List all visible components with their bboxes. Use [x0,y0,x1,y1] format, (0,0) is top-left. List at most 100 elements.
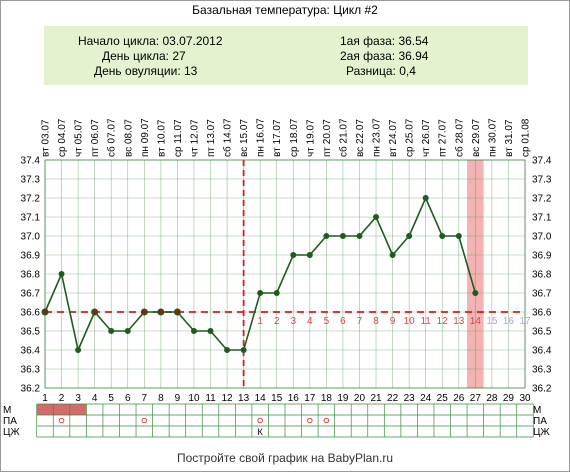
bottom-row-label-right: ПА [533,416,547,427]
cycle-summary-panel: Начало цикла: 03.07.2012 День цикла: 27 … [44,26,528,85]
luteal-day-label: 6 [340,316,346,327]
date-label: пн 23.07 [372,118,383,157]
date-value: 05.07 [74,119,85,147]
y-tick-label-right: 36.2 [532,384,552,395]
temperature-point [257,290,264,296]
y-tick-label-left: 37.0 [21,232,41,243]
temperature-point [290,252,297,258]
luteal-day-label: 7 [357,316,363,327]
temperature-point [58,271,65,277]
summary-value: 0,4 [399,64,416,78]
date-value: 20.07 [322,119,333,147]
weekday-label: вт [504,147,515,157]
y-tick-label-left: 36.7 [21,289,41,300]
date-label: чт 05.07 [74,119,85,157]
date-label: вс 15.07 [239,119,250,157]
date-label: вс 08.07 [123,119,134,157]
date-value: 26.07 [421,119,432,147]
y-tick-label-right: 37.3 [532,175,552,186]
temperature-point [422,195,429,201]
date-label: вт 31.07 [504,119,515,157]
temperature-point [240,347,247,353]
date-value: 06.07 [90,119,101,147]
y-tick-label-left: 36.3 [21,365,41,376]
y-tick-label-right: 36.5 [532,327,552,338]
summary-cycle-day: День цикла: 27 [102,49,186,63]
temperature-point [224,347,231,353]
pa-marker [323,417,330,424]
date-value: 10.07 [156,119,167,147]
weekday-label: вт [388,147,399,157]
weekday-label: чт [189,147,200,157]
y-tick-label-right: 36.3 [532,365,552,376]
date-value: 14.07 [223,118,234,146]
date-value: 01.08 [521,118,532,146]
date-label: пн 16.07 [256,118,267,157]
date-value: 12.07 [189,119,200,147]
x-tick-label: 4 [92,393,98,404]
x-tick-label: 26 [453,393,465,404]
y-tick-label-right: 36.9 [532,251,552,262]
date-value: 24.07 [388,119,399,147]
weekday-label: сб [222,146,234,157]
menstruation-cell [36,404,54,415]
weekday-label: чт [74,147,85,157]
luteal-day-label: 3 [290,316,296,327]
y-tick-label-left: 37.3 [21,175,41,186]
footer-link-text[interactable]: Постройте свой график на BabyPlan.ru [176,451,394,465]
x-tick-label: 6 [125,393,131,404]
x-tick-label: 22 [387,393,399,404]
summary-value: 03.07.2012 [162,34,223,48]
summary-label: День цикла: [102,49,169,63]
weekday-label: чт [305,147,316,157]
weekday-label: сб [106,146,118,157]
x-tick-label: 14 [255,393,267,404]
menstruation-cell [53,404,70,415]
weekday-label: вт [41,147,52,157]
x-tick-label: 21 [370,393,382,404]
summary-value: 36.54 [398,34,429,48]
y-tick-label-left: 37.1 [21,213,41,224]
y-tick-label-right: 37.4 [532,156,552,167]
date-label: сб 28.07 [453,118,465,157]
bottom-row-label-left: ЦЖ [3,427,20,438]
y-tick-label-right: 36.4 [532,346,552,357]
summary-value: 27 [172,49,186,63]
x-tick-label: 23 [404,393,416,404]
weekday-label: ср [521,146,532,157]
luteal-day-label: 17 [519,316,531,327]
temperature-point [455,233,462,239]
weekday-label: вс [239,147,250,157]
temperature-point [323,233,330,239]
date-label: ср 18.07 [289,118,300,157]
summary-difference: Разница: 0,4 [346,64,416,78]
y-tick-label-left: 37.4 [21,156,41,167]
x-tick-label: 2 [59,393,65,404]
date-label: вт 24.07 [388,119,399,157]
summary-ovulation-day: День овуляции: 13 [94,64,197,78]
luteal-day-label: 15 [486,316,498,327]
summary-label: День овуляции: [94,64,181,78]
y-tick-label-right: 37.0 [532,232,552,243]
y-tick-label-left: 36.2 [21,384,41,395]
date-value: 19.07 [305,119,316,147]
temperature-point [306,252,313,258]
date-value: 04.07 [57,118,68,146]
temperature-point [41,308,49,316]
weekday-label: вс [355,147,366,157]
y-tick-label-left: 36.4 [21,346,41,357]
x-tick-label: 18 [321,393,333,404]
temperature-point [108,328,115,334]
pa-marker [141,417,148,424]
y-tick-label-left: 36.9 [21,251,41,262]
y-tick-label-right: 36.8 [532,270,552,281]
weekday-label: вт [272,147,283,157]
luteal-day-label: 12 [437,316,449,327]
date-value: 30.07 [487,118,498,146]
x-tick-label: 5 [108,393,114,404]
x-tick-label: 28 [486,393,498,404]
luteal-day-label: 2 [274,316,280,327]
weekday-label: вс [471,147,482,157]
date-label: пт 06.07 [90,119,101,157]
